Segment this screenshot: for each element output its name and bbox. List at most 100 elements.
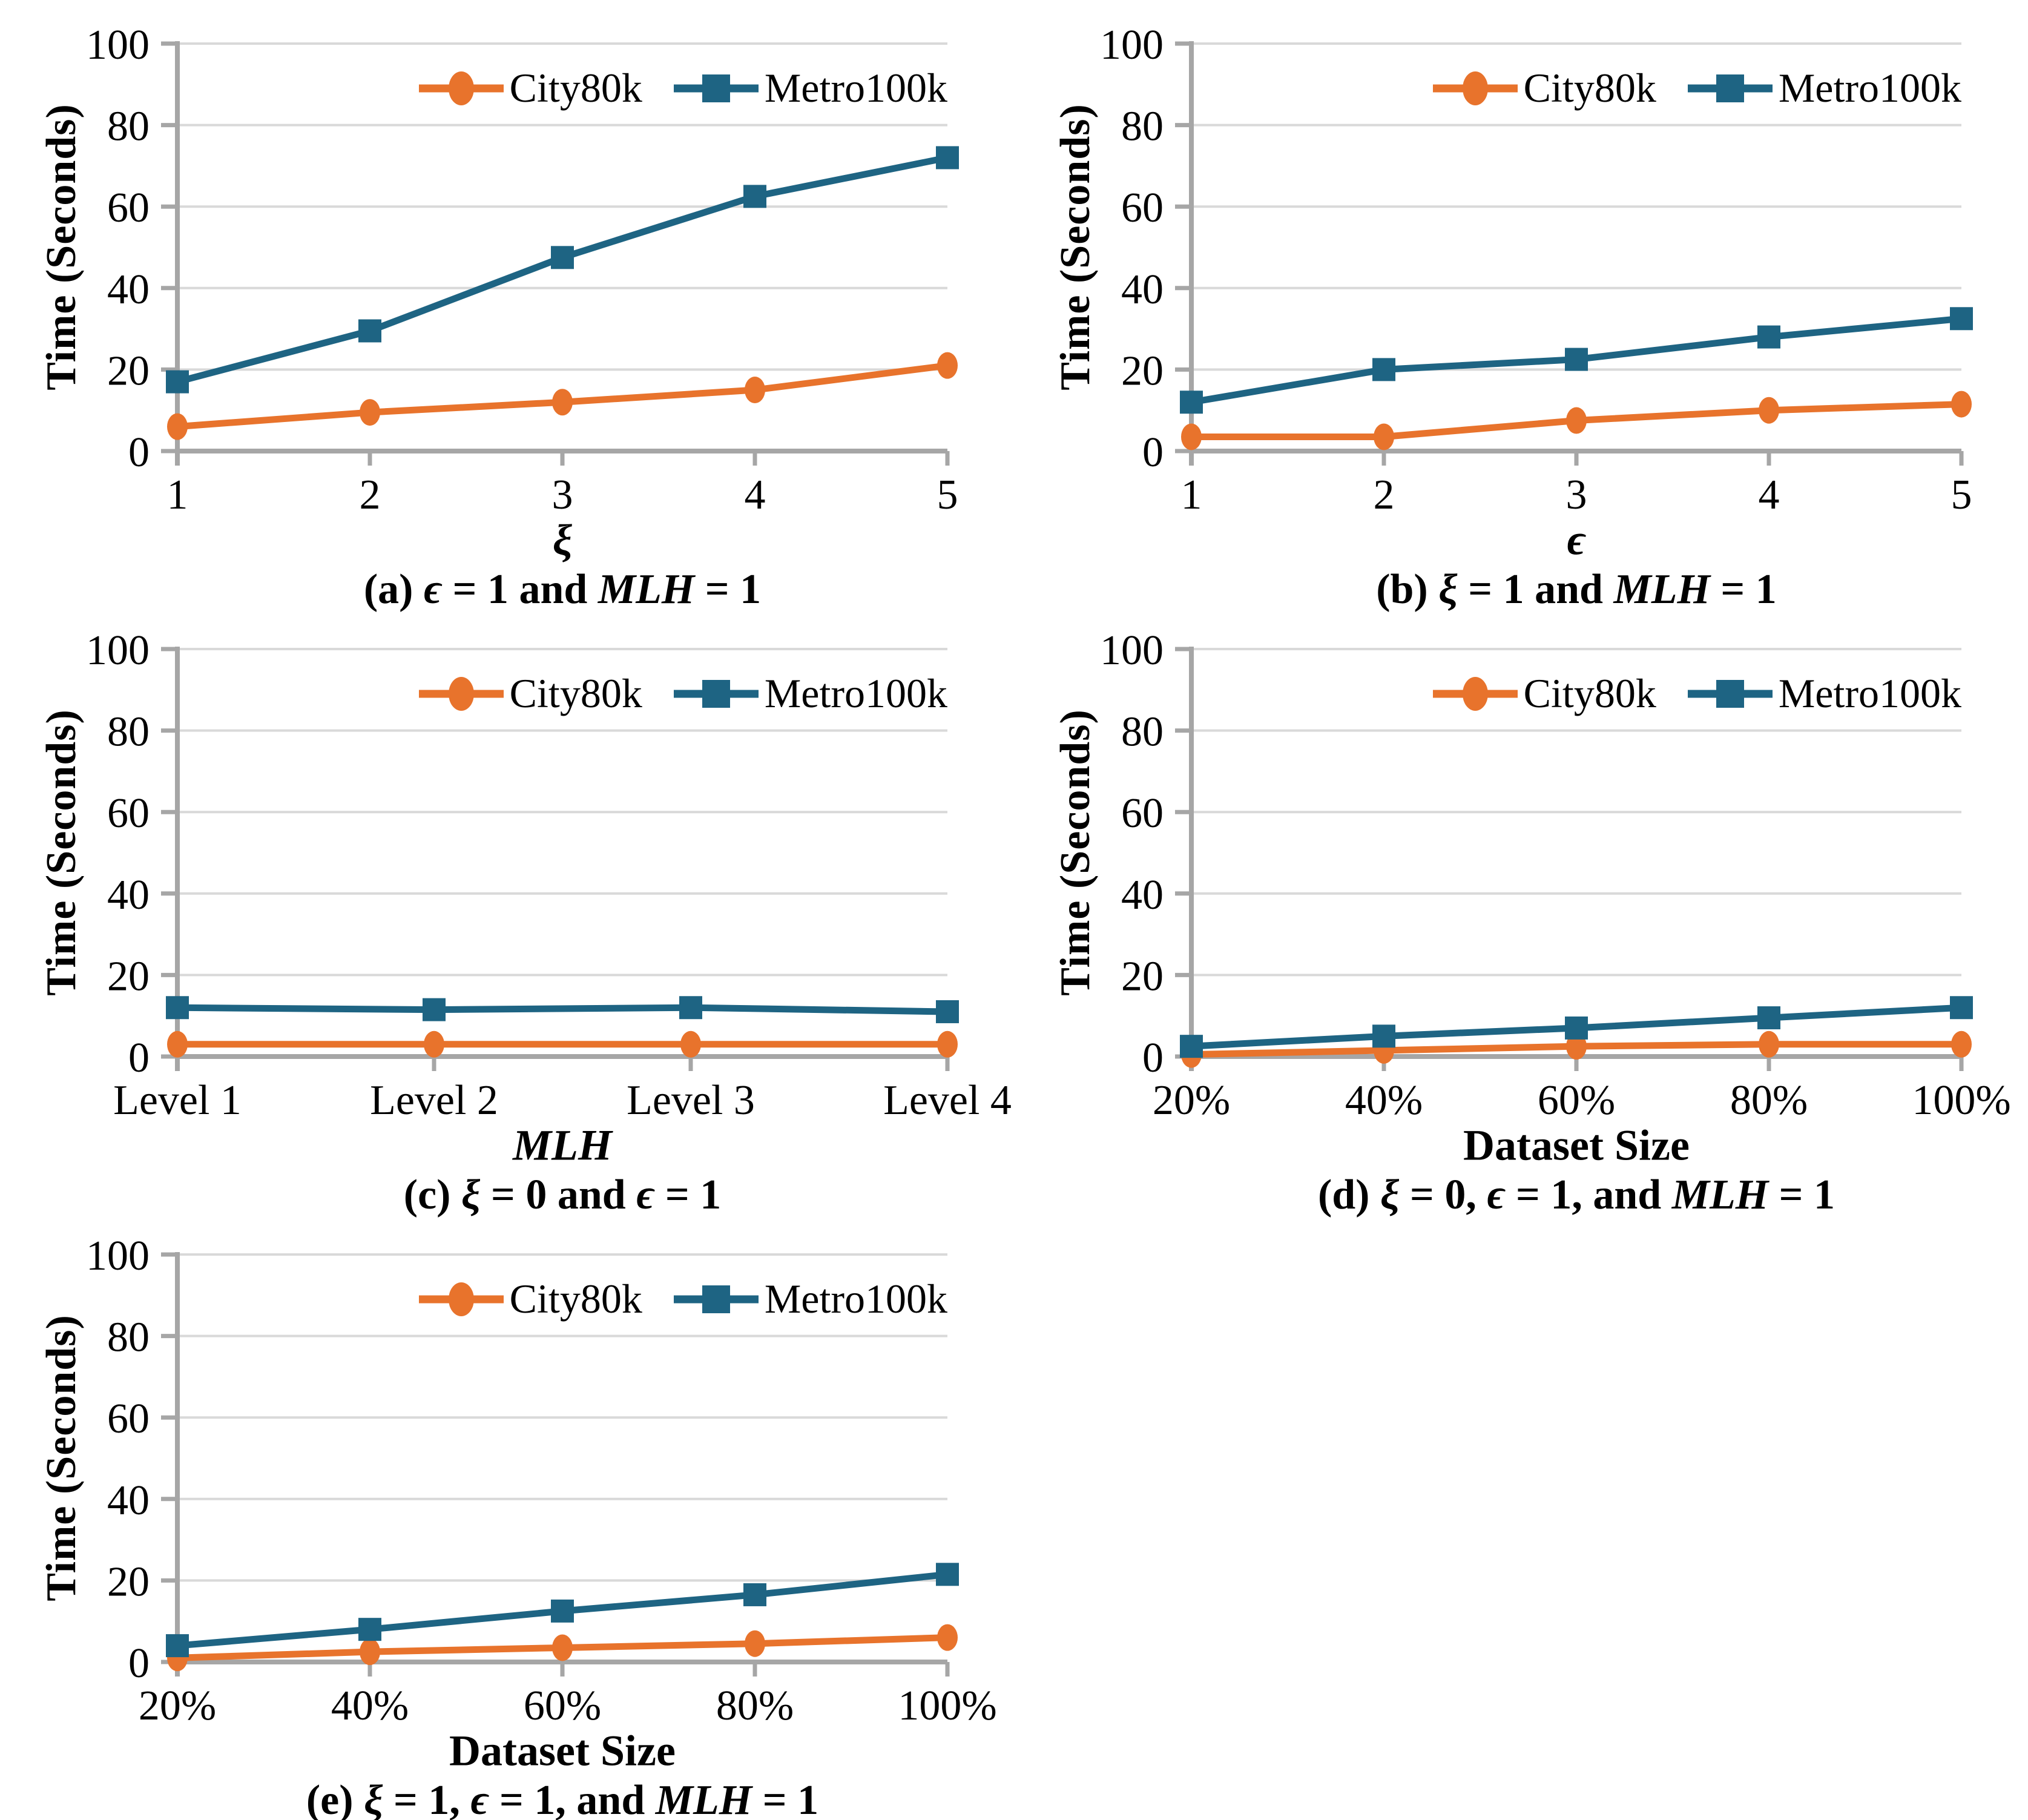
y-axis-tick-label: 40 (107, 872, 150, 918)
data-point-marker-metro100k (166, 1634, 189, 1658)
data-point-marker-city80k (1374, 423, 1394, 450)
x-axis-tick-label: 20% (139, 1683, 216, 1729)
y-axis-tick-label: 60 (107, 1396, 150, 1442)
y-axis-title: Time (Seconds) (1052, 709, 1099, 996)
y-axis-tick-label: 20 (107, 1558, 150, 1605)
x-axis-tick-label: Level 3 (627, 1077, 755, 1124)
caption-text: (a) (363, 566, 424, 613)
x-axis-tick-label: 60% (524, 1683, 601, 1729)
legend-label: City80k (509, 65, 642, 111)
data-point-marker-metro100k (423, 998, 446, 1021)
circle-marker-icon (418, 1282, 504, 1316)
legend-item-city80k: City80k (418, 64, 642, 112)
x-axis-tick-label: Level 1 (113, 1077, 242, 1124)
plot-area-a: 0 20 40 60 80 100 1 2 3 4 5 (86, 22, 959, 518)
legend-ellipse-marker (448, 71, 474, 105)
x-axis-tick-label: 40% (1345, 1077, 1423, 1124)
caption-text: = 1 (752, 1777, 819, 1820)
caption-math-var: MLH (1613, 566, 1710, 613)
data-point-marker-metro100k (1372, 358, 1395, 381)
x-axis-tick-label: 80% (1730, 1077, 1808, 1124)
caption-math-var: ϵ (470, 1777, 489, 1820)
legend-square-marker (702, 679, 730, 708)
square-marker-icon (673, 1285, 759, 1313)
circle-marker-icon (1432, 71, 1518, 105)
y-axis-title: Time (Seconds) (38, 104, 85, 391)
chart-b: 0 20 40 60 80 100 1 2 3 4 5 Time (Seconds) City80k… (1014, 0, 2028, 613)
data-point-marker-city80k (552, 389, 573, 416)
y-axis-tick-label: 80 (107, 709, 150, 756)
plot-area-b: 0 20 40 60 80 100 1 2 3 4 5 (1100, 22, 1973, 518)
x-axis-tick-label: 5 (937, 472, 958, 518)
caption-text: = 1 and (442, 566, 598, 613)
data-point-marker-city80k (1181, 423, 1202, 450)
y-axis-tick-label: 40 (107, 1477, 150, 1524)
legend-label: City80k (1523, 670, 1656, 716)
data-point-marker-metro100k (166, 996, 189, 1020)
y-axis-tick-label: 20 (107, 953, 150, 1000)
data-point-marker-metro100k (743, 1583, 766, 1606)
caption-text: = 1, and (1505, 1172, 1672, 1218)
y-axis-tick-label: 100 (86, 627, 150, 674)
data-point-marker-metro100k (1372, 1024, 1395, 1048)
legend-ellipse-marker (1462, 676, 1488, 711)
caption-text: (b) (1376, 566, 1439, 613)
legend-label: Metro100k (1778, 65, 1961, 111)
legend-label: City80k (509, 1276, 642, 1322)
data-point-marker-metro100k (1757, 325, 1780, 349)
y-axis-tick-label: 0 (128, 1035, 150, 1081)
y-axis-tick-label: 20 (1121, 953, 1164, 1000)
caption-text: = 1 (1768, 1172, 1835, 1218)
legend-item-city80k: City80k (418, 670, 642, 717)
legend-item-metro100k: Metro100k (673, 64, 947, 112)
data-point-marker-metro100k (551, 246, 574, 269)
data-point-marker-city80k (552, 1634, 573, 1661)
chart-a: 0 20 40 60 80 100 1 2 3 4 5 Time (Seconds) City80k… (0, 0, 1014, 613)
legend: City80k Metro100k (1432, 64, 1961, 112)
data-point-marker-metro100k (551, 1599, 574, 1623)
x-axis-title: Dataset Size (1463, 1121, 1690, 1170)
data-point-marker-metro100k (166, 370, 189, 394)
chart-d: 0 20 40 60 80 100 20% 40% 60% 80% 100% Time (Secon… (1014, 605, 2028, 1218)
caption-text: (e) (306, 1777, 364, 1820)
data-point-marker-city80k (937, 1624, 958, 1651)
x-axis-tick-label: Level 2 (370, 1077, 498, 1124)
y-axis-tick-label: 0 (1142, 1035, 1164, 1081)
y-axis-tick-label: 40 (107, 266, 150, 313)
y-axis-tick-label: 100 (86, 1233, 150, 1279)
x-axis-title: ξ (552, 515, 573, 564)
square-marker-icon (673, 74, 759, 102)
caption-math-var: ξ (461, 1172, 481, 1218)
x-axis-tick-label: 60% (1538, 1077, 1615, 1124)
square-marker-icon (1687, 74, 1773, 102)
caption-math-var: ξ (364, 1777, 383, 1820)
data-point-marker-metro100k (1950, 307, 1973, 331)
legend-item-metro100k: Metro100k (1687, 670, 1961, 717)
x-axis-tick-label: 3 (552, 472, 573, 518)
y-axis-tick-label: 40 (1121, 266, 1164, 313)
legend-ellipse-marker (448, 676, 474, 711)
data-point-marker-city80k (360, 399, 380, 426)
y-axis-tick-label: 20 (1121, 348, 1164, 394)
data-point-marker-metro100k (1565, 348, 1588, 371)
data-point-marker-city80k (167, 413, 188, 440)
legend-ellipse-marker (448, 1282, 474, 1316)
plot-area-c: 0 20 40 60 80 100 Level 1 Level 2 Level 3 Level 4 (86, 627, 1012, 1124)
chart-e: 0 20 40 60 80 100 20% 40% 60% 80% 100% Time (Secon… (0, 1211, 1014, 1820)
x-axis-title: MLH (512, 1121, 613, 1170)
data-point-marker-city80k (1759, 1030, 1779, 1058)
legend-label: Metro100k (764, 65, 947, 111)
x-axis-tick-label: 4 (1759, 472, 1780, 518)
circle-marker-icon (418, 71, 504, 105)
legend: City80k Metro100k (1432, 670, 1961, 717)
x-axis-tick-label: 5 (1951, 472, 1972, 518)
y-axis-tick-label: 60 (107, 185, 150, 231)
y-axis-tick-label: 100 (86, 22, 150, 68)
data-point-marker-metro100k (936, 146, 959, 170)
data-point-marker-metro100k (358, 319, 381, 343)
legend-item-metro100k: Metro100k (1687, 64, 1961, 112)
caption-text: = 1, and (489, 1777, 656, 1820)
data-point-marker-metro100k (936, 1563, 959, 1586)
data-point-marker-city80k (1951, 1030, 1972, 1058)
